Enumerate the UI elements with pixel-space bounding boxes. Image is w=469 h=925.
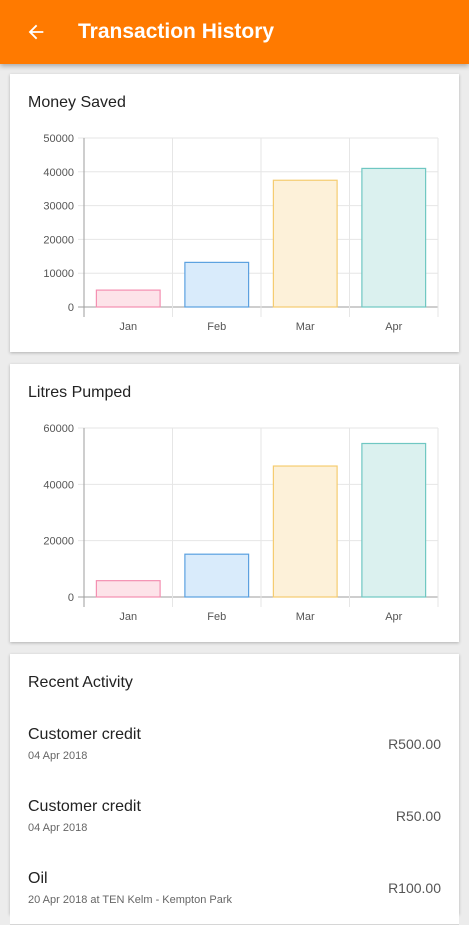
x-tick-label: Feb <box>207 321 226 333</box>
y-tick-label: 20000 <box>43 234 74 246</box>
activity-item-amount: R50.00 <box>395 808 441 824</box>
litres-pumped-chart: 0 20000 40000 60000 Jan Feb Mar Apr <box>43 423 439 623</box>
y-tick-label: 40000 <box>43 479 74 491</box>
x-tick-label: Jan <box>119 321 137 333</box>
bar <box>184 261 250 308</box>
y-tick-label: 30000 <box>43 201 74 213</box>
activity-item-date: 04 Apr 2018 <box>28 822 88 834</box>
y-tick-label: 40000 <box>43 167 74 179</box>
bar <box>184 553 250 598</box>
activity-item-title: Oil <box>28 870 48 887</box>
page-title: Transaction History <box>78 20 275 43</box>
money-saved-card: Money Saved 0 10000 20000 30000 40000 50000 Ja… <box>10 74 459 352</box>
bar <box>272 465 338 598</box>
x-tick-label: Jan <box>119 611 137 623</box>
bar <box>272 179 338 308</box>
money-saved-chart: 0 10000 20000 30000 40000 50000 Jan Feb Mar Apr <box>43 133 439 333</box>
activity-item-date: 04 Apr 2018 <box>28 750 88 762</box>
y-tick-label: 0 <box>68 592 74 604</box>
x-tick-label: Mar <box>296 321 315 333</box>
litres-pumped-card: Litres Pumped 0 20000 40000 60000 Jan Feb Mar A… <box>10 364 459 642</box>
arrow-left-icon <box>28 24 44 40</box>
bar <box>361 167 427 308</box>
x-tick-label: Apr <box>385 611 402 623</box>
recent-activity-title: Recent Activity <box>28 674 133 691</box>
back-button[interactable] <box>20 16 52 48</box>
litres-pumped-title: Litres Pumped <box>28 384 132 401</box>
y-tick-label: 10000 <box>43 268 74 280</box>
y-tick-label: 0 <box>68 302 74 314</box>
activity-item[interactable]: Customer credit 04 Apr 2018 R500.00 <box>10 708 459 781</box>
x-tick-label: Mar <box>296 611 315 623</box>
money-saved-title: Money Saved <box>28 94 126 111</box>
x-tick-label: Apr <box>385 321 402 333</box>
bar <box>95 580 161 598</box>
x-tick-label: Feb <box>207 611 226 623</box>
recent-activity-card: Recent Activity Customer credit 04 Apr 2… <box>10 654 459 925</box>
activity-item[interactable]: Oil 20 Apr 2018 at TEN Kelm - Kempton Pa… <box>10 852 459 925</box>
bar <box>95 289 161 308</box>
y-tick-label: 50000 <box>43 133 74 145</box>
activity-item-amount: R100.00 <box>388 880 441 896</box>
bar <box>361 442 427 598</box>
activity-item-amount: R500.00 <box>388 736 441 752</box>
activity-item[interactable]: Customer credit 04 Apr 2018 R50.00 <box>10 780 459 853</box>
activity-item-title: Customer credit <box>28 798 141 815</box>
y-tick-label: 60000 <box>43 423 74 435</box>
app-bar: Transaction History <box>0 0 469 64</box>
y-tick-label: 20000 <box>43 536 74 548</box>
activity-item-date: 20 Apr 2018 at TEN Kelm - Kempton Park <box>28 894 233 906</box>
activity-item-title: Customer credit <box>28 726 141 743</box>
